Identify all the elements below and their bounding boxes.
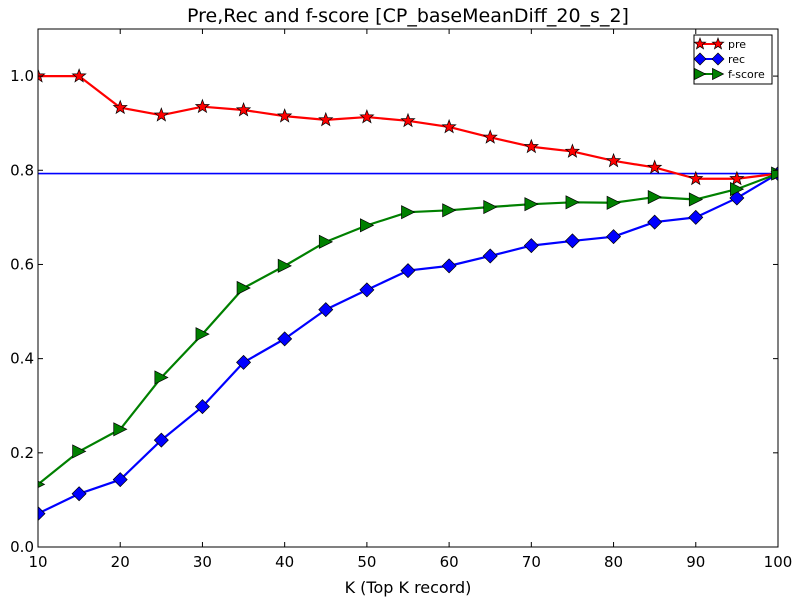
- y-tick-label: 0.4: [10, 350, 34, 368]
- y-tick-label: 0.0: [10, 538, 34, 556]
- data-point-rec: [688, 209, 704, 225]
- legend-marker-rec: [693, 52, 707, 66]
- data-point-rec: [153, 432, 169, 448]
- x-tick-label: 50: [357, 553, 376, 571]
- legend-marker-f-score: [712, 67, 725, 81]
- legend: pre rec f-score: [693, 34, 773, 85]
- data-point-rec: [606, 229, 622, 245]
- data-point-rec: [441, 258, 457, 274]
- legend-marker-rec: [711, 52, 725, 66]
- data-point-rec: [318, 302, 334, 318]
- legend-label-f-score: f-score: [728, 68, 765, 81]
- data-point-rec: [359, 282, 375, 298]
- data-point-f-score: [195, 327, 210, 342]
- data-point-pre: [605, 152, 622, 168]
- data-point-pre: [441, 118, 457, 134]
- data-point-rec: [277, 331, 293, 347]
- axis-ticks: 10 20 30 40 50 60 70 80 90 100 0.0 0.2 0.4 0.6 0.8 1.0: [10, 29, 792, 571]
- data-point-f-score: [442, 203, 457, 218]
- data-point-f-score: [360, 218, 375, 233]
- data-point-pre: [523, 138, 539, 154]
- data-point-f-score: [565, 195, 580, 210]
- data-point-f-score: [277, 258, 292, 273]
- x-tick-label: 30: [193, 553, 212, 571]
- data-point-f-score: [647, 190, 662, 205]
- data-point-rec: [647, 214, 663, 230]
- x-tick-label: 80: [604, 553, 623, 571]
- x-tick-label: 40: [275, 553, 294, 571]
- data-point-pre: [359, 109, 375, 124]
- data-point-pre: [38, 68, 46, 83]
- plot-area: [38, 68, 778, 522]
- data-point-pre: [194, 98, 211, 114]
- data-point-pre: [564, 143, 581, 158]
- data-point-pre: [400, 112, 416, 128]
- x-tick-label: 10: [28, 553, 47, 571]
- x-tick-label: 20: [111, 553, 130, 571]
- y-tick-label: 0.8: [10, 161, 34, 179]
- data-point-rec: [71, 486, 87, 502]
- data-point-f-score: [730, 182, 745, 197]
- data-point-f-score: [606, 195, 621, 210]
- data-point-rec: [194, 399, 210, 415]
- data-point-rec: [112, 472, 128, 488]
- data-point-pre: [112, 99, 128, 115]
- data-point-pre: [277, 108, 293, 123]
- data-point-pre: [235, 101, 252, 117]
- legend-marker-pre: [693, 37, 707, 50]
- data-point-pre: [647, 159, 663, 174]
- y-tick-label: 0.6: [10, 255, 34, 273]
- data-point-rec: [564, 233, 580, 249]
- data-point-pre: [482, 129, 498, 144]
- plot-frame: [37, 28, 779, 548]
- data-point-f-score: [38, 480, 46, 489]
- legend-label-rec: rec: [728, 53, 745, 66]
- legend-label-pre: pre: [728, 38, 746, 51]
- data-point-f-score: [113, 422, 128, 437]
- x-tick-label: 100: [764, 553, 793, 571]
- y-tick-label: 0.2: [10, 444, 34, 462]
- chart-title: Pre,Rec and f-score [CP_baseMeanDiff_20_…: [187, 5, 629, 27]
- data-point-rec: [523, 238, 539, 254]
- data-point-rec: [729, 190, 745, 206]
- data-point-f-score: [318, 234, 334, 249]
- data-point-pre: [729, 170, 745, 186]
- data-point-f-score: [401, 205, 416, 220]
- data-point-f-score: [154, 370, 169, 385]
- legend-marker-f-score: [694, 67, 707, 81]
- data-point-rec: [236, 354, 252, 370]
- data-point-f-score: [483, 199, 498, 215]
- data-point-f-score: [688, 192, 704, 207]
- data-point-pre: [318, 111, 334, 127]
- x-tick-label: 90: [686, 553, 705, 571]
- data-point-f-score: [72, 444, 87, 459]
- data-point-f-score: [236, 280, 251, 296]
- legend-marker-pre: [711, 37, 725, 50]
- y-tick-label: 1.0: [10, 67, 34, 85]
- x-axis-title: K (Top K record): [345, 578, 472, 597]
- data-point-pre: [71, 68, 87, 83]
- data-point-pre: [153, 107, 169, 122]
- data-point-rec: [482, 248, 498, 264]
- data-point-pre: [688, 170, 704, 186]
- data-point-rec: [400, 263, 416, 279]
- data-point-rec: [38, 506, 46, 522]
- x-tick-label: 60: [440, 553, 459, 571]
- x-tick-label: 70: [522, 553, 541, 571]
- data-point-f-score: [524, 197, 539, 212]
